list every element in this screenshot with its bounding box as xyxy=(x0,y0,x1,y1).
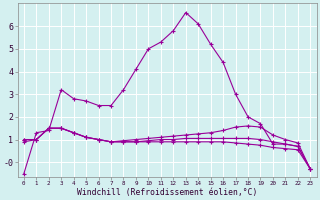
X-axis label: Windchill (Refroidissement éolien,°C): Windchill (Refroidissement éolien,°C) xyxy=(77,188,257,197)
